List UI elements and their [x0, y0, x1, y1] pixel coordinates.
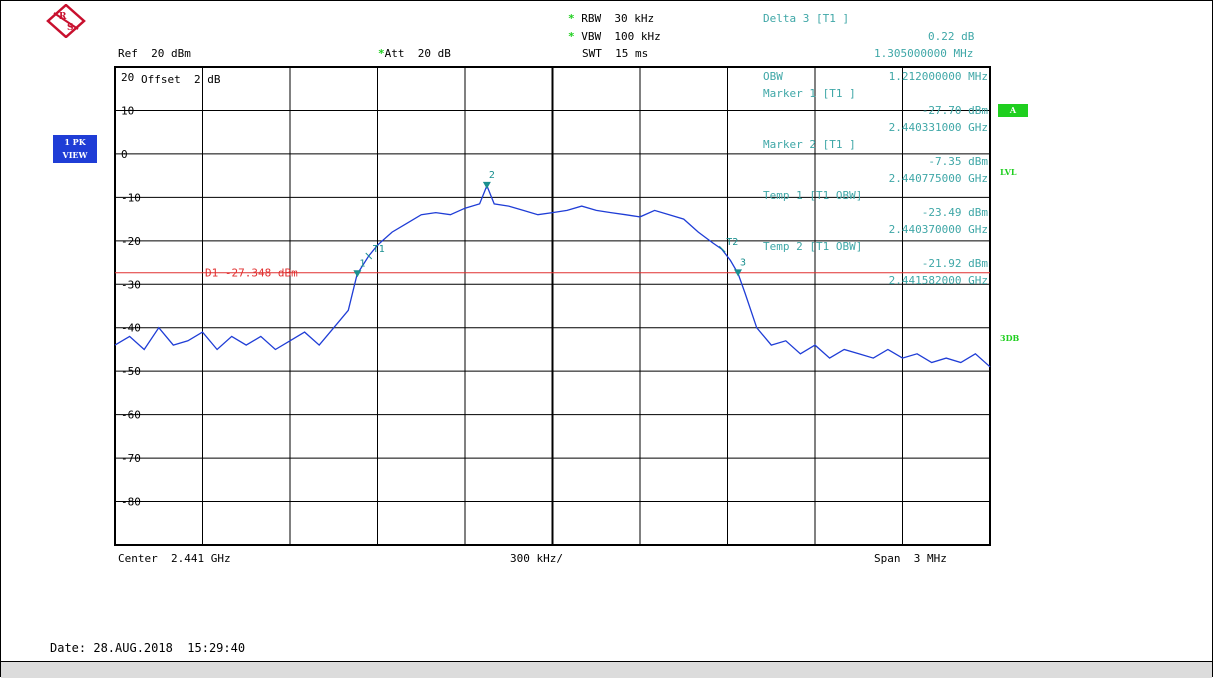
info-row: 2.441582000 GHz: [763, 274, 988, 291]
marker-2-label: 2: [489, 170, 495, 181]
trace-mode-indicator: 1 PK VIEW: [53, 135, 97, 163]
ref-level: Ref 20 dBm: [118, 47, 191, 60]
info-row: 2.440331000 GHz: [763, 121, 988, 138]
info-row-value: 2.441582000 GHz: [888, 274, 988, 287]
marker-info-panel: OBW 1.212000000 MHz Marker 1 [T1 ] -27.70 d…: [763, 70, 988, 291]
info-row-value: 2.440370000 GHz: [888, 223, 988, 236]
attenuation-setting: *Att 20 dB: [378, 47, 451, 60]
trace-a-badge: A: [998, 104, 1028, 117]
display-line-label: D1 -27.348 dBm: [205, 267, 298, 280]
svg-text:S: S: [67, 23, 74, 33]
temp-marker-T2-label: T2: [726, 237, 738, 248]
y-tick-label: -70: [121, 452, 141, 465]
info-row-value: -27.70 dBm: [921, 104, 988, 117]
y-tick-label: 0: [121, 148, 128, 161]
delta-marker-value: 0.22 dB: [928, 30, 975, 43]
info-row: 2.440370000 GHz: [763, 223, 988, 240]
swt-setting: SWT 15 ms: [582, 47, 649, 60]
y-tick-label: 20: [121, 71, 134, 84]
y-tick-label: -80: [121, 496, 141, 509]
temp-marker-T2-symbol: [718, 245, 726, 253]
y-tick-label: -40: [121, 322, 141, 335]
marker-1-symbol: [353, 270, 362, 278]
info-row-value: 2.440775000 GHz: [888, 172, 988, 185]
status-bar: [1, 661, 1212, 678]
y-tick-label: 10: [121, 104, 134, 117]
offset-label: Offset 2 dB: [141, 73, 221, 86]
rbw-setting: * RBW 30 kHz: [568, 12, 655, 25]
y-tick-label: -30: [121, 278, 141, 291]
timestamp: Date: 28.AUG.2018 15:29:40: [50, 641, 246, 655]
rohde-schwarz-logo: R S: [46, 4, 86, 38]
info-row: -21.92 dBm: [763, 257, 988, 274]
info-row-label: Marker 2 [T1 ]: [763, 138, 856, 151]
info-row: -23.49 dBm: [763, 206, 988, 223]
marker-2-symbol: [482, 181, 491, 189]
info-row: -7.35 dBm: [763, 155, 988, 172]
info-row-value: -23.49 dBm: [921, 206, 988, 219]
info-row: -27.70 dBm: [763, 104, 988, 121]
marker-group: 1 2 3 T1 T2: [353, 170, 746, 278]
plot-grid: [114, 66, 991, 546]
info-row: Marker 2 [T1 ]: [763, 138, 988, 155]
info-row-label: Temp 1 [T1 OBW]: [763, 189, 863, 202]
frequency-per-division: 300 kHz/: [510, 552, 563, 565]
delta-marker-title: Delta 3 [T1 ]: [763, 12, 850, 25]
y-tick-label: -20: [121, 235, 141, 248]
info-row: Marker 1 [T1 ]: [763, 87, 988, 104]
temp-marker-T1-symbol: [365, 252, 373, 260]
info-row-value: 2.440331000 GHz: [888, 121, 988, 134]
info-row-value: 1.212000000 MHz: [888, 70, 988, 83]
temp-marker-T1-label: T1: [373, 244, 385, 255]
y-tick-label: -10: [121, 191, 141, 204]
marker-1-label: 1: [359, 258, 365, 269]
lvl-indicator: LVL: [1000, 167, 1017, 177]
info-row-value: -7.35 dBm: [928, 155, 988, 168]
info-row: Temp 1 [T1 OBW]: [763, 189, 988, 206]
info-row-label: Marker 1 [T1 ]: [763, 87, 856, 100]
info-row: OBW 1.212000000 MHz: [763, 70, 988, 87]
y-tick-labels: 20 10 0 -10 -20 -30 -40 -50 -60 -70 -80: [121, 71, 141, 509]
span-setting: Span 3 MHz: [874, 552, 947, 565]
info-row-value: -21.92 dBm: [921, 257, 988, 270]
info-row-label: OBW: [763, 70, 783, 83]
center-frequency: Center 2.441 GHz: [118, 552, 231, 565]
svg-text:R: R: [59, 12, 67, 22]
vbw-setting: * VBW 100 kHz: [568, 30, 661, 43]
info-row-label: Temp 2 [T1 OBW]: [763, 240, 863, 253]
marker-3-symbol: [734, 269, 742, 277]
trace-line: [114, 184, 991, 368]
info-row: 2.440775000 GHz: [763, 172, 988, 189]
y-tick-label: -50: [121, 365, 141, 378]
marker-3-label: 3: [740, 257, 746, 268]
3db-indicator: 3DB: [1000, 333, 1020, 343]
info-row: Temp 2 [T1 OBW]: [763, 240, 988, 257]
y-tick-label: -60: [121, 409, 141, 422]
delta-marker-freq: 1.305000000 MHz: [874, 47, 974, 60]
